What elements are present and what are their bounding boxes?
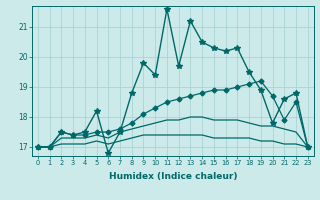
- X-axis label: Humidex (Indice chaleur): Humidex (Indice chaleur): [108, 172, 237, 181]
